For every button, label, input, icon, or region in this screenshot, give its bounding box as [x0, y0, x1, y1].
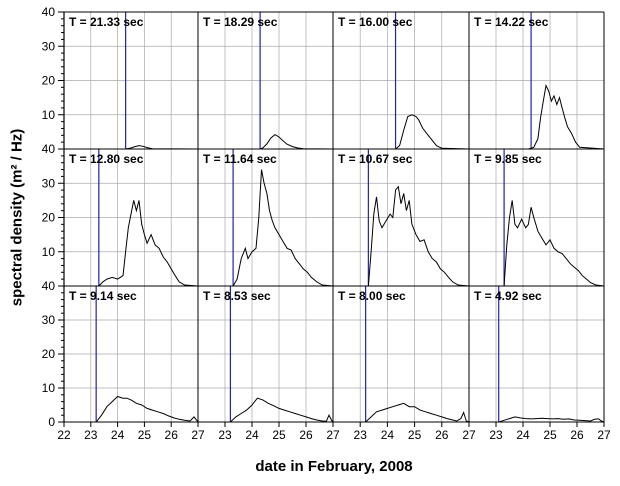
panel-7-label: T = 10.67 sec — [338, 152, 413, 166]
x-tick-label: 24 — [245, 428, 259, 442]
x-tick-label: 26 — [165, 428, 179, 442]
y-tick-label: 40 — [42, 142, 56, 156]
y-tick-label: 10 — [42, 381, 56, 395]
panel-7-spectrum-line — [333, 185, 470, 287]
panel-8-label: T = 9.85 sec — [474, 152, 542, 166]
x-tick-label: 25 — [408, 428, 422, 442]
panel-2-label: T = 18.29 sec — [203, 15, 278, 29]
x-tick-label: 27 — [326, 428, 340, 442]
panel-8-spectrum-line — [469, 200, 605, 287]
x-tick-label: 23 — [489, 428, 503, 442]
panel-6-label: T = 11.64 sec — [203, 152, 277, 166]
x-tick-label: 22 — [57, 428, 71, 442]
panel-5-label: T = 12.80 sec — [69, 152, 144, 166]
x-axis-label: date in February, 2008 — [255, 458, 413, 475]
x-tick-label: 27 — [462, 428, 476, 442]
y-tick-label: 30 — [42, 313, 56, 327]
x-tick-label: 24 — [516, 428, 530, 442]
x-tick-label: 24 — [381, 428, 395, 442]
x-tick-label: 23 — [84, 428, 98, 442]
y-tick-label: 40 — [42, 279, 56, 293]
y-tick-label: 30 — [42, 176, 56, 190]
panel-9-spectrum-line — [64, 395, 199, 423]
panel-10-spectrum-line — [198, 397, 334, 423]
y-tick-label: 20 — [42, 211, 56, 225]
panel-10-label: T = 8.53 sec — [203, 289, 271, 303]
x-tick-label: 26 — [299, 428, 313, 442]
x-tick-label: 26 — [570, 428, 584, 442]
panel-1-label: T = 21.33 sec — [69, 15, 144, 29]
panel-4-label: T = 14.22 sec — [474, 15, 549, 29]
y-tick-label: 0 — [48, 415, 55, 429]
panel-11-spectrum-line — [333, 402, 470, 423]
panel-5-spectrum-line — [64, 200, 199, 287]
x-tick-label: 25 — [272, 428, 286, 442]
x-tick-label: 27 — [191, 428, 205, 442]
panel-2-spectrum-line — [198, 133, 334, 150]
y-tick-label: 20 — [42, 74, 56, 88]
panel-1-spectrum-line — [64, 145, 199, 150]
y-tick-label: 10 — [42, 108, 56, 122]
x-tick-label: 25 — [543, 428, 557, 442]
x-tick-label: 23 — [354, 428, 368, 442]
panel-3-spectrum-line — [333, 114, 470, 150]
x-tick-label: 26 — [435, 428, 449, 442]
y-tick-label: 40 — [42, 5, 56, 19]
y-tick-label: 30 — [42, 39, 56, 53]
x-tick-label: 24 — [111, 428, 125, 442]
y-axis-label: spectral density (m² / Hz) — [8, 128, 26, 306]
panel-4-spectrum-line — [469, 84, 605, 150]
y-tick-label: 10 — [42, 245, 56, 259]
x-tick-label: 23 — [218, 428, 232, 442]
panel-12-label: T = 4.92 sec — [474, 289, 542, 303]
panel-9-label: T = 9.14 sec — [69, 289, 137, 303]
x-tick-label: 27 — [597, 428, 611, 442]
y-tick-label: 20 — [42, 347, 56, 361]
panel-11-label: T = 8.00 sec — [338, 289, 406, 303]
panel-12-spectrum-line — [469, 416, 605, 423]
panel-6-spectrum-line — [198, 169, 334, 287]
x-tick-label: 25 — [138, 428, 152, 442]
panel-3-label: T = 16.00 sec — [338, 15, 413, 29]
